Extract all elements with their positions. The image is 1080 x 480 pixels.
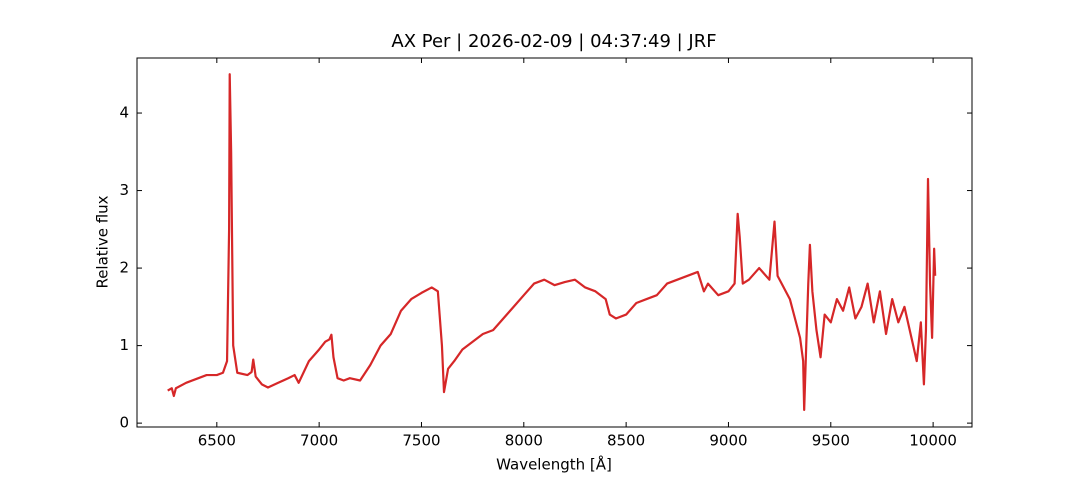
spectrum-line [167, 73, 937, 412]
x-tick-label: 10000 [909, 432, 957, 450]
y-axis-label: Relative flux [94, 195, 112, 288]
plot-area: 6500 7000 7500 8000 8500 9000 9500 10000 0 1 2 3 4 [119, 58, 972, 450]
x-tick-label: 8000 [505, 432, 543, 450]
y-tick-label: 3 [119, 181, 129, 199]
x-tick-label: 9000 [709, 432, 747, 450]
x-tick-label: 6500 [198, 432, 236, 450]
x-axis-label: Wavelength [Å] [496, 455, 612, 474]
chart-title: AX Per | 2026-02-09 | 04:37:49 | JRF [391, 31, 716, 52]
y-tick-label: 0 [119, 414, 129, 432]
axes-frame [136, 57, 973, 428]
x-tick-label: 8500 [607, 432, 645, 450]
x-tick-label: 9500 [812, 432, 850, 450]
y-tick-label: 2 [119, 259, 129, 277]
x-tick-label: 7000 [300, 432, 338, 450]
y-tick-label: 4 [119, 104, 129, 122]
x-tick-label: 7500 [402, 432, 440, 450]
y-tick-label: 1 [119, 336, 129, 354]
